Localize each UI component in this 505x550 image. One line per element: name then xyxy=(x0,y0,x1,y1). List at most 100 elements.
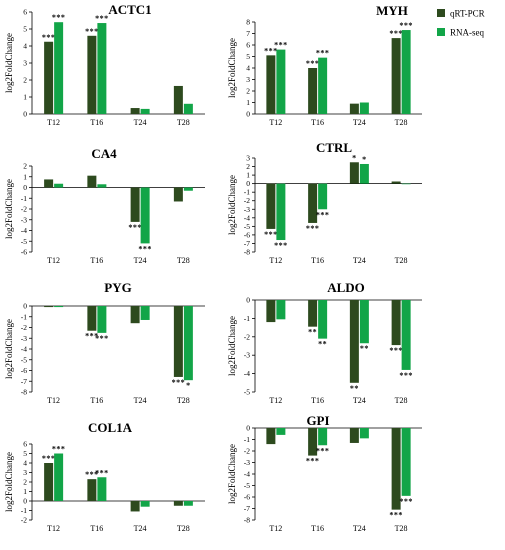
bar-rna-seq-t28 xyxy=(401,428,411,496)
y-tick-label: 3 xyxy=(23,59,27,68)
significance-mark: *** xyxy=(95,468,109,477)
bar-rna-seq-t12 xyxy=(276,428,286,435)
bar-qrt-pcr-t28 xyxy=(391,181,401,184)
y-tick-label: -4 xyxy=(244,213,250,222)
bar-qrt-pcr-t28 xyxy=(173,187,183,202)
significance-mark: *** xyxy=(264,46,278,55)
panel-title: CTRL xyxy=(316,140,352,155)
x-category-label: T12 xyxy=(47,118,60,127)
bar-rna-seq-t24 xyxy=(359,102,369,114)
y-tick-label: 5 xyxy=(23,25,27,34)
x-category-label: T12 xyxy=(47,524,60,533)
x-category-label: T12 xyxy=(269,396,282,405)
chart-panel-aldo: ALDOlog2FoldChange0-1-2-3-4-5T12****T16*… xyxy=(227,280,422,405)
bar-rna-seq-t12 xyxy=(276,49,286,114)
legend-swatch-rna-seq xyxy=(437,28,445,36)
significance-mark: *** xyxy=(316,49,330,58)
y-tick-label: -4 xyxy=(244,369,250,378)
significance-mark: * xyxy=(362,155,367,164)
x-category-label: T12 xyxy=(47,396,60,405)
bar-qrt-pcr-t16 xyxy=(308,428,318,456)
y-tick-label: -1 xyxy=(244,435,250,444)
panel-title: ALDO xyxy=(327,280,365,295)
y-tick-label: -7 xyxy=(244,239,250,248)
x-category-label: T16 xyxy=(311,396,324,405)
panel-title: CA4 xyxy=(91,146,117,161)
significance-mark: ** xyxy=(318,340,327,349)
y-tick-label: -3 xyxy=(244,351,250,360)
y-axis-label: log2FoldChange xyxy=(4,319,14,379)
chart-panel-myh: MYHlog2FoldChange012345678******T12*****… xyxy=(227,3,422,127)
bar-qrt-pcr-t28 xyxy=(391,428,401,510)
significance-mark: *** xyxy=(172,378,186,387)
bar-qrt-pcr-t12 xyxy=(266,428,276,445)
y-tick-label: 4 xyxy=(23,42,27,51)
y-tick-label: 0 xyxy=(23,497,27,506)
y-tick-label: -4 xyxy=(21,345,27,354)
y-tick-label: 6 xyxy=(23,440,27,449)
y-tick-label: 7 xyxy=(246,29,250,38)
bar-rna-seq-t28 xyxy=(183,187,193,191)
chart-panel-gpi: GPI log2FoldChange 0 -1 -2 -3 -4 -5 -6 -7 -8 T12 ***… xyxy=(227,413,422,533)
x-category-label: T28 xyxy=(177,524,190,533)
chart-panel-pyg: PYGlog2FoldChange0-1-2-3-4-5-6-7-8T12***… xyxy=(4,280,205,405)
bar-qrt-pcr-t24 xyxy=(130,306,140,324)
x-category-label: T28 xyxy=(395,256,408,265)
y-tick-label: -4 xyxy=(21,226,27,235)
y-tick-label: -8 xyxy=(244,248,250,257)
y-tick-label: -5 xyxy=(21,237,27,246)
bar-qrt-pcr-t24 xyxy=(349,428,359,443)
bar-rna-seq-t24 xyxy=(359,300,369,344)
bar-rna-seq-t16 xyxy=(318,183,328,210)
significance-mark: *** xyxy=(389,29,403,38)
y-tick-label: -6 xyxy=(244,230,250,239)
y-tick-label: 0 xyxy=(246,296,250,305)
bar-rna-seq-t12 xyxy=(54,22,64,115)
significance-mark: *** xyxy=(399,371,413,380)
significance-mark: *** xyxy=(316,210,330,219)
y-tick-label: -5 xyxy=(244,388,250,397)
x-category-label: T24 xyxy=(353,524,366,533)
x-category-label: T28 xyxy=(395,396,408,405)
y-tick-label: -1 xyxy=(244,188,250,197)
y-tick-label: -2 xyxy=(21,205,27,214)
significance-mark: *** xyxy=(389,511,403,520)
legend-swatch-qrt-pcr xyxy=(437,9,445,17)
y-tick-label: 3 xyxy=(246,75,250,84)
x-category-label: T28 xyxy=(395,524,408,533)
x-category-label: T24 xyxy=(134,524,147,533)
bar-qrt-pcr-t16 xyxy=(308,183,318,223)
bar-rna-seq-t16 xyxy=(97,23,107,114)
y-tick-label: -3 xyxy=(244,205,250,214)
bar-rna-seq-t28 xyxy=(183,306,193,381)
bar-rna-seq-t16 xyxy=(97,306,107,333)
significance-mark: *** xyxy=(95,14,109,23)
y-tick-label: 0 xyxy=(23,110,27,119)
bar-rna-seq-t16 xyxy=(97,477,107,501)
x-category-label: T24 xyxy=(353,256,366,265)
bar-rna-seq-t16 xyxy=(318,57,328,114)
significance-mark: ** xyxy=(308,328,317,337)
x-category-label: T28 xyxy=(177,396,190,405)
y-tick-label: 1 xyxy=(246,171,250,180)
y-tick-label: 6 xyxy=(23,8,27,17)
chart-panels: ACTC1log2FoldChange0123456******T12*****… xyxy=(4,2,422,533)
significance-mark: ** xyxy=(350,384,359,393)
significance-mark: *** xyxy=(399,497,413,506)
bar-qrt-pcr-t12 xyxy=(266,183,276,229)
y-tick-label: -8 xyxy=(21,388,27,397)
bar-qrt-pcr-t24 xyxy=(349,162,359,184)
legend-label-rna-seq: RNA-seq xyxy=(450,28,484,38)
significance-mark: *** xyxy=(85,27,99,36)
x-category-label: T28 xyxy=(177,256,190,265)
bar-qrt-pcr-t16 xyxy=(308,300,318,327)
bar-qrt-pcr-t24 xyxy=(349,300,359,383)
significance-mark: *** xyxy=(128,223,142,232)
significance-mark: *** xyxy=(306,457,320,466)
bar-rna-seq-t24 xyxy=(359,163,369,184)
significance-mark: *** xyxy=(85,470,99,479)
y-tick-label: -7 xyxy=(21,377,27,386)
bar-qrt-pcr-t16 xyxy=(308,68,318,114)
chart-panel-col1a: COL1Alog2FoldChange6543210-1-2******T12*… xyxy=(4,420,205,533)
bar-rna-seq-t28 xyxy=(401,183,411,185)
